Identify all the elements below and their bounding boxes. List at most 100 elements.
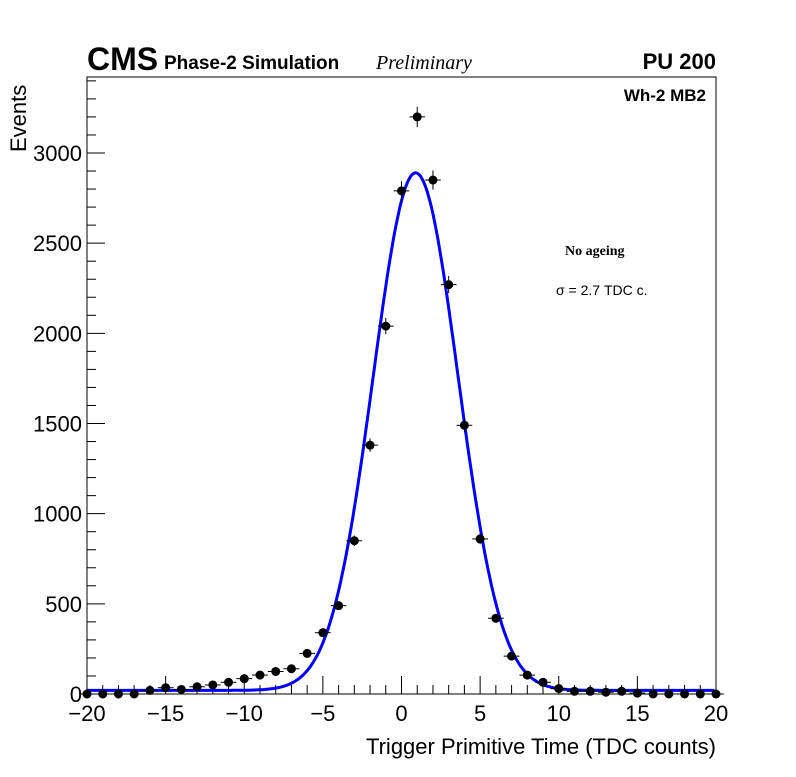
x-tick-label: 15 — [625, 701, 649, 726]
data-point — [660, 689, 677, 699]
data-point — [236, 674, 253, 684]
x-axis-label: Trigger Primitive Time (TDC counts) — [366, 734, 716, 759]
data-marker — [271, 666, 281, 676]
data-point — [409, 106, 426, 128]
data-point — [645, 689, 661, 699]
data-marker — [192, 682, 202, 692]
data-marker — [365, 440, 375, 450]
data-point — [566, 686, 583, 696]
data-point — [550, 684, 567, 694]
x-tick-label: 0 — [395, 701, 407, 726]
x-tick-label: −15 — [147, 701, 184, 726]
data-marker — [475, 534, 485, 544]
y-axis-label: Events — [6, 85, 31, 152]
data-marker — [318, 628, 328, 638]
data-point — [299, 648, 316, 658]
data-marker — [569, 686, 579, 696]
x-tick-label: 20 — [704, 701, 728, 726]
data-point — [519, 670, 536, 680]
data-point — [692, 689, 709, 699]
data-point — [283, 664, 300, 674]
data-point — [676, 689, 693, 699]
data-point — [362, 438, 378, 452]
data-marker — [129, 689, 139, 699]
data-point — [535, 677, 551, 687]
annotation-sigma: σ = 2.7 TDC c. — [556, 282, 648, 298]
data-point — [425, 170, 441, 190]
y-tick-label: 3000 — [33, 141, 82, 166]
data-point — [94, 689, 111, 699]
data-point — [252, 670, 268, 680]
data-marker — [224, 677, 234, 687]
data-marker — [176, 684, 186, 694]
data-point — [393, 181, 410, 201]
preliminary-label: Preliminary — [375, 52, 472, 74]
data-marker — [302, 648, 312, 658]
data-point — [456, 418, 473, 433]
data-point — [377, 317, 394, 335]
data-point — [157, 683, 174, 693]
x-tick-label: −10 — [226, 701, 263, 726]
annotation-ageing: No ageing — [565, 244, 625, 259]
data-marker — [585, 686, 595, 696]
data-point — [110, 689, 127, 699]
data-marker — [711, 689, 721, 699]
data-point — [708, 689, 724, 699]
data-point — [142, 685, 158, 695]
data-marker — [255, 670, 265, 680]
y-tick-label: 0 — [70, 682, 82, 707]
data-marker — [161, 683, 171, 693]
y-tick-label: 2500 — [33, 231, 82, 256]
data-marker — [459, 420, 469, 430]
data-point — [204, 680, 221, 690]
y-tick-label: 2000 — [33, 321, 82, 346]
pileup-label: PU 200 — [643, 49, 716, 74]
data-marker — [491, 613, 501, 623]
data-point — [126, 689, 143, 699]
data-point — [472, 533, 488, 545]
data-point — [315, 628, 331, 638]
subtitle-label: Phase-2 Simulation — [164, 53, 339, 74]
plot-frame — [86, 76, 717, 695]
data-marker — [664, 689, 674, 699]
data-marker — [239, 674, 249, 684]
data-marker — [648, 689, 658, 699]
data-marker — [381, 321, 391, 331]
data-marker — [98, 689, 108, 699]
data-marker — [538, 677, 548, 687]
data-point — [598, 687, 614, 697]
data-marker — [601, 687, 611, 697]
x-tick-label: 10 — [547, 701, 571, 726]
data-marker — [82, 689, 92, 699]
data-point — [330, 601, 347, 611]
x-tick-label: −20 — [68, 701, 105, 726]
data-marker — [397, 186, 406, 196]
data-marker — [554, 684, 564, 694]
data-point — [267, 666, 284, 676]
data-marker — [145, 685, 155, 695]
data-marker — [617, 686, 627, 696]
data-point — [440, 276, 457, 294]
data-point — [220, 677, 237, 687]
data-point — [503, 651, 520, 661]
data-marker — [286, 664, 296, 674]
data-marker — [334, 601, 344, 611]
data-marker — [412, 112, 422, 122]
data-marker — [444, 280, 454, 290]
data-point — [173, 684, 190, 694]
data-marker — [632, 688, 642, 698]
data-point — [79, 689, 95, 699]
data-marker — [695, 689, 705, 699]
data-marker — [507, 651, 517, 661]
y-tick-label: 1000 — [33, 502, 82, 527]
data-marker — [208, 680, 218, 690]
y-tick-label: 1500 — [33, 412, 82, 437]
x-tick-label: 5 — [474, 701, 486, 726]
data-marker — [680, 689, 690, 699]
data-point — [582, 686, 599, 696]
data-marker — [428, 175, 438, 185]
data-marker — [349, 536, 359, 546]
y-tick-label: 500 — [45, 592, 82, 617]
